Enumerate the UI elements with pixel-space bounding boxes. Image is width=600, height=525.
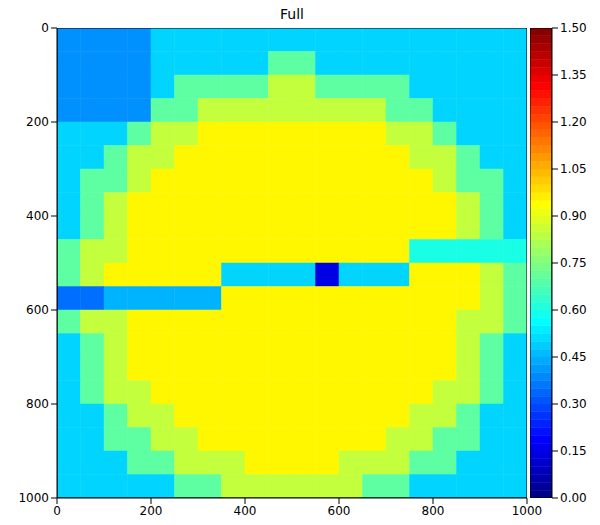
svg-text:400: 400 — [26, 209, 49, 223]
svg-text:1.35: 1.35 — [560, 68, 587, 82]
svg-text:0.00: 0.00 — [560, 491, 587, 505]
svg-text:0.75: 0.75 — [560, 256, 587, 270]
svg-text:1.50: 1.50 — [560, 21, 587, 35]
svg-text:1000: 1000 — [18, 491, 49, 505]
svg-text:0.45: 0.45 — [560, 350, 587, 364]
svg-text:0: 0 — [53, 504, 61, 518]
svg-text:600: 600 — [26, 303, 49, 317]
svg-text:0: 0 — [41, 21, 49, 35]
html-text:Full: Full — [280, 6, 304, 22]
svg-text:200: 200 — [140, 504, 163, 518]
svg-text:1.20: 1.20 — [560, 115, 587, 129]
svg-text:800: 800 — [26, 397, 49, 411]
svg-text:600: 600 — [328, 504, 351, 518]
svg-text:1000: 1000 — [512, 504, 543, 518]
svg-text:800: 800 — [422, 504, 445, 518]
svg-text:1.05: 1.05 — [560, 162, 587, 176]
svg-text:400: 400 — [234, 504, 257, 518]
svg-text:0.15: 0.15 — [560, 444, 587, 458]
svg-text:0.90: 0.90 — [560, 209, 587, 223]
svg-text:0.30: 0.30 — [560, 397, 587, 411]
svg-text:200: 200 — [26, 115, 49, 129]
svg-text:0.60: 0.60 — [560, 303, 587, 317]
